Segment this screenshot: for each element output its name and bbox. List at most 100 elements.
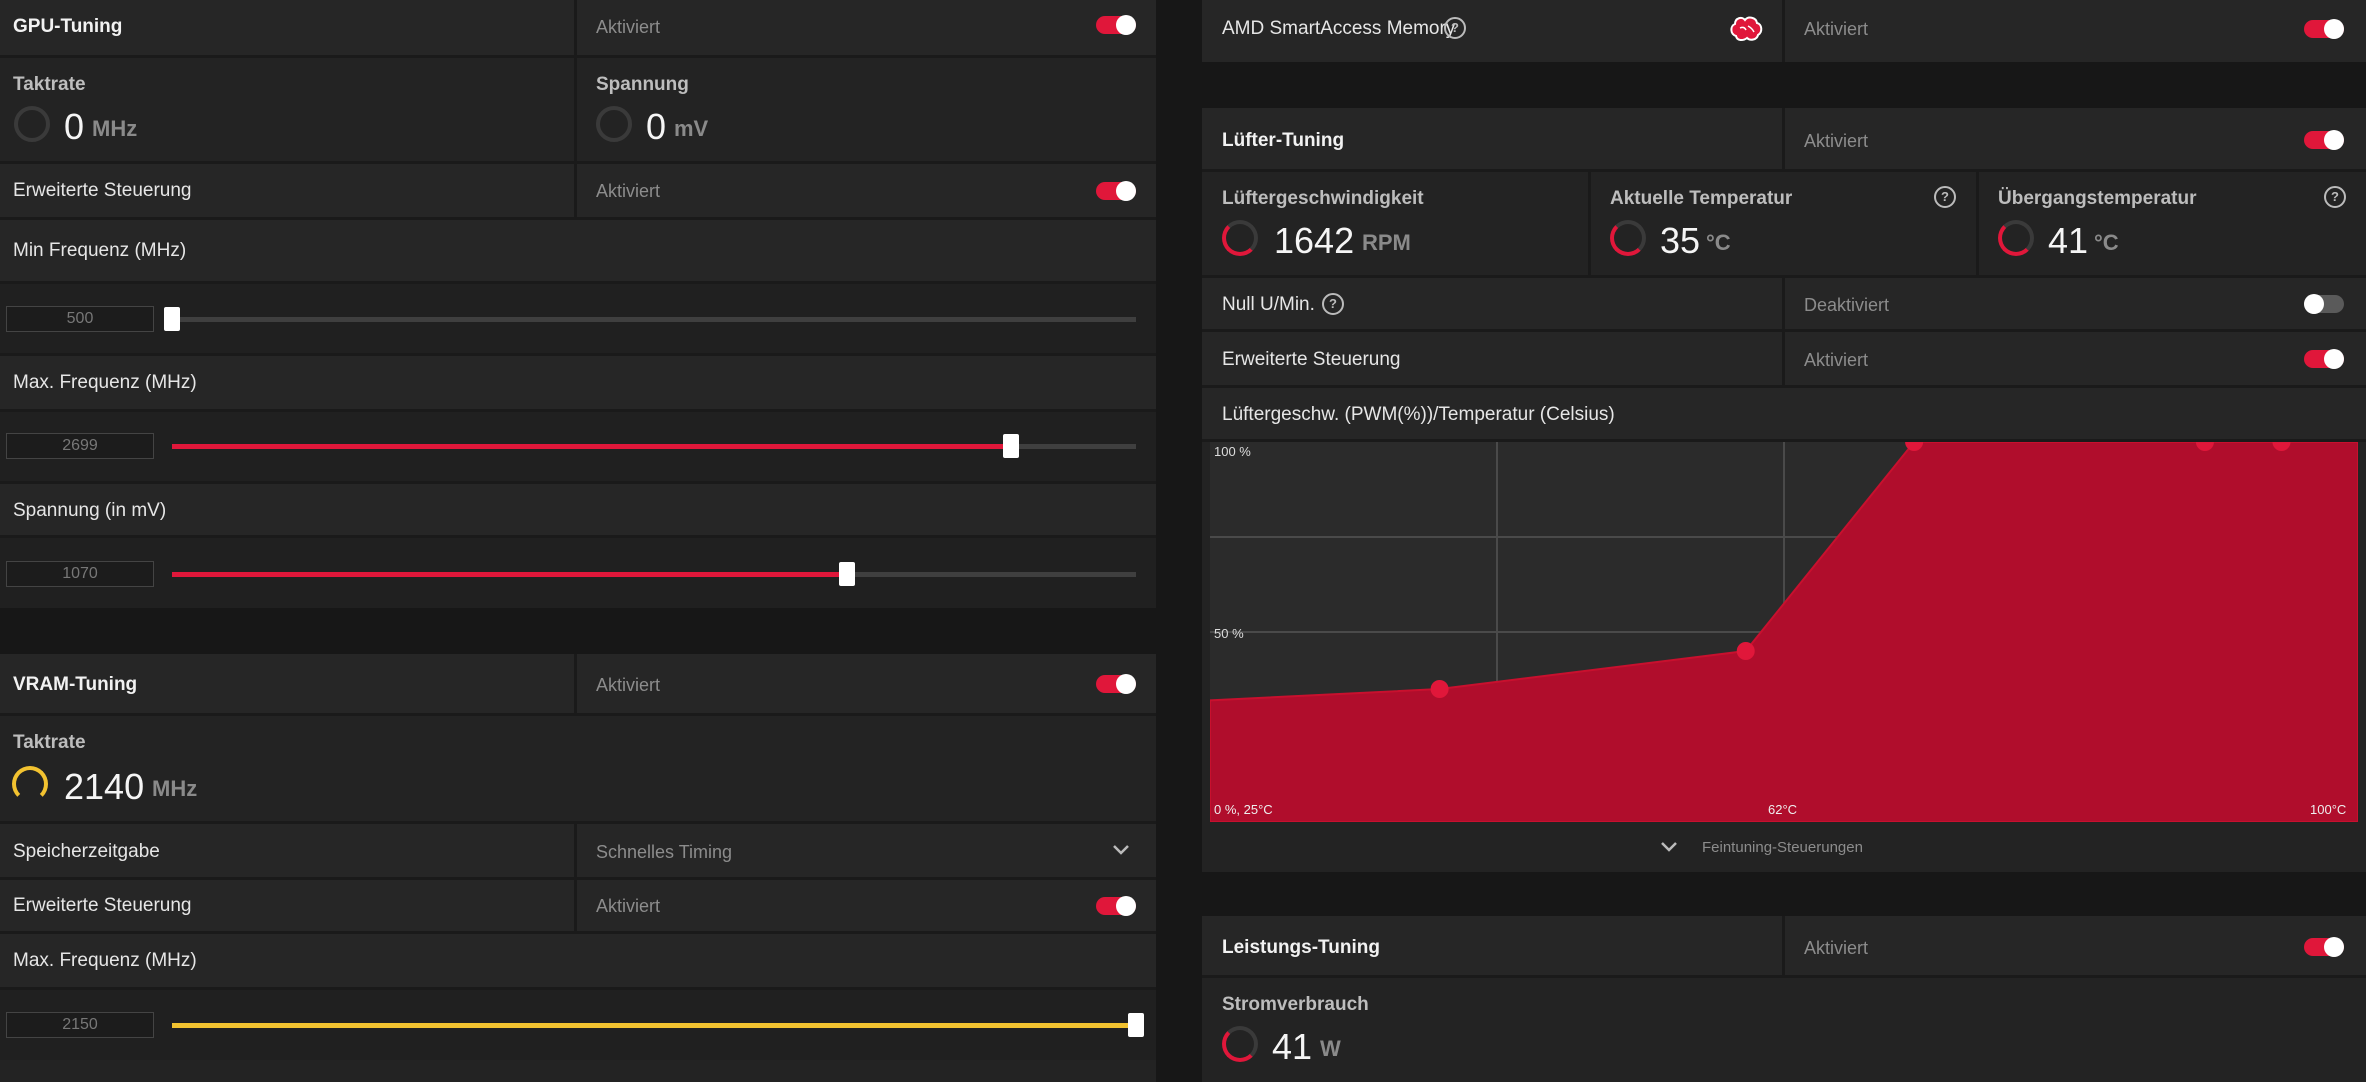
- divider: [1782, 108, 1785, 169]
- gpu-voltage-value: 0: [646, 106, 667, 147]
- gpu-voltage-gauge-icon: [596, 106, 632, 142]
- vram-timing-row[interactable]: Speicherzeitgabe Schnelles Timing: [0, 824, 1156, 880]
- y-tick-label-100: 100 %: [1214, 444, 1251, 459]
- divider: [574, 0, 577, 55]
- gpu-clock-gauge-icon: [14, 106, 50, 142]
- vram-tuning-panel: VRAM-Tuning Aktiviert Taktrate 2140 MHz …: [0, 654, 1156, 1082]
- power-tuning-header: Leistungs-Tuning Aktiviert: [1202, 916, 2366, 978]
- fan-curve-point[interactable]: [1905, 442, 1924, 451]
- sam-panel: AMD SmartAccess Memory ? Aktiviert: [1202, 0, 2366, 62]
- gpu-advanced-label: Erweiterte Steuerung: [13, 180, 192, 201]
- junction-temp-unit: °C: [2094, 230, 2119, 255]
- power-tuning-toggle[interactable]: [2304, 937, 2344, 957]
- vram-metrics-row: Taktrate 2140 MHz: [0, 716, 1156, 824]
- divider: [1782, 0, 1785, 62]
- help-icon[interactable]: ?: [1934, 186, 1956, 208]
- vram-tuning-toggle[interactable]: [1096, 674, 1136, 694]
- vram-tuning-title: VRAM-Tuning: [13, 674, 138, 695]
- zero-rpm-toggle[interactable]: [2304, 294, 2344, 314]
- fan-curve-point[interactable]: [1736, 642, 1755, 660]
- zero-rpm-status: Deaktiviert: [1804, 295, 1890, 315]
- fine-tuning-row[interactable]: Feintuning-Steuerungen: [1202, 822, 2366, 872]
- junction-temp-value: 41: [2048, 220, 2089, 261]
- divider: [574, 880, 577, 931]
- vram-max-freq-input[interactable]: 2150: [6, 1012, 154, 1038]
- gpu-tuning-header: GPU-Tuning Aktiviert: [0, 0, 1156, 58]
- vram-max-freq-label: Max. Frequenz (MHz): [13, 950, 197, 971]
- gpu-max-freq-label: Max. Frequenz (MHz): [13, 372, 197, 393]
- gpu-metrics-row: Taktrate 0 MHz Spannung 0 mV: [0, 58, 1156, 164]
- vram-advanced-toggle[interactable]: [1096, 896, 1136, 916]
- x-tick-label-start: 0 %, 25°C: [1214, 802, 1273, 817]
- current-temp-gauge-icon: [1610, 220, 1646, 256]
- chevron-down-icon[interactable]: [1660, 841, 1678, 853]
- gpu-voltage-slider-label-row: Spannung (in mV): [0, 484, 1156, 538]
- vram-timing-value[interactable]: Schnelles Timing: [596, 842, 733, 862]
- vram-clock-label: Taktrate: [13, 732, 86, 753]
- slider-fill: [172, 572, 847, 577]
- gpu-clock-unit: MHz: [92, 116, 138, 141]
- vram-advanced-label: Erweiterte Steuerung: [13, 895, 192, 916]
- current-temp-label: Aktuelle Temperatur: [1610, 188, 1793, 209]
- gpu-min-freq-slider[interactable]: [164, 307, 1136, 331]
- gpu-tuning-toggle[interactable]: [1096, 15, 1136, 35]
- zero-rpm-label: Null U/Min.: [1222, 294, 1315, 315]
- slider-thumb[interactable]: [1002, 434, 1019, 458]
- gpu-advanced-status: Aktiviert: [596, 181, 661, 201]
- gpu-advanced-toggle[interactable]: [1096, 181, 1136, 201]
- gpu-max-freq-slider[interactable]: [172, 434, 1136, 458]
- vram-max-freq-slider[interactable]: [172, 1013, 1144, 1037]
- fan-curve-label: Lüftergeschw. (PWM(%))/Temperatur (Celsi…: [1222, 404, 1615, 425]
- gpu-max-freq-input[interactable]: 2699: [6, 433, 154, 459]
- gpu-clock-value: 0: [64, 106, 85, 147]
- fan-metrics-row: Lüftergeschwindigkeit 1642 RPM Aktuelle …: [1202, 172, 2366, 278]
- slider-thumb[interactable]: [1128, 1013, 1144, 1037]
- vram-max-freq-row: Max. Frequenz (MHz): [0, 934, 1156, 990]
- power-tuning-title: Leistungs-Tuning: [1222, 937, 1380, 958]
- fan-tuning-toggle[interactable]: [2304, 130, 2344, 150]
- fan-advanced-status: Aktiviert: [1804, 350, 1869, 370]
- divider: [1976, 172, 1979, 275]
- power-consumption-label: Stromverbrauch: [1222, 994, 1369, 1015]
- sam-status: Aktiviert: [1804, 19, 1869, 39]
- fan-curve-point[interactable]: [1430, 680, 1449, 698]
- fine-tuning-label[interactable]: Feintuning-Steuerungen: [1702, 839, 1863, 856]
- junction-temp-gauge-icon: [1998, 220, 2034, 256]
- slider-thumb[interactable]: [838, 562, 855, 586]
- fan-advanced-toggle[interactable]: [2304, 349, 2344, 369]
- help-icon[interactable]: ?: [1322, 293, 1344, 315]
- fan-tuning-header: Lüfter-Tuning Aktiviert: [1202, 108, 2366, 172]
- gpu-tuning-panel: GPU-Tuning Aktiviert Taktrate 0 MHz Span…: [0, 0, 1156, 608]
- gpu-min-freq-label: Min Frequenz (MHz): [13, 240, 187, 261]
- gpu-voltage-input[interactable]: 1070: [6, 561, 154, 587]
- gpu-tuning-status: Aktiviert: [596, 17, 661, 37]
- power-consumption-unit: W: [1320, 1036, 1341, 1061]
- slider-thumb[interactable]: [164, 307, 180, 331]
- help-icon[interactable]: ?: [2324, 186, 2346, 208]
- gpu-voltage-slider-label: Spannung (in mV): [13, 500, 167, 521]
- gpu-tuning-title: GPU-Tuning: [13, 16, 123, 37]
- gpu-voltage-slider[interactable]: [172, 562, 1136, 586]
- fan-curve-point[interactable]: [2195, 442, 2214, 451]
- fan-advanced-label: Erweiterte Steuerung: [1222, 349, 1401, 370]
- vram-clock-unit: MHz: [152, 776, 198, 801]
- slider-fill: [172, 444, 1011, 449]
- fan-curve-label-row: Lüftergeschw. (PWM(%))/Temperatur (Celsi…: [1202, 388, 2366, 442]
- vram-clock-value: 2140: [64, 766, 145, 807]
- help-icon[interactable]: ?: [1444, 17, 1466, 39]
- power-tuning-status: Aktiviert: [1804, 938, 1869, 958]
- vram-max-freq-slider-row: 2150: [0, 990, 1156, 1060]
- divider: [574, 654, 577, 713]
- vram-advanced-status: Aktiviert: [596, 896, 661, 916]
- sam-toggle[interactable]: [2304, 19, 2344, 39]
- gpu-min-freq-input[interactable]: 500: [6, 306, 154, 332]
- gpu-max-freq-slider-row: 2699: [0, 412, 1156, 484]
- x-tick-label-end: 100°C: [2310, 802, 2346, 817]
- sam-row: AMD SmartAccess Memory ? Aktiviert: [1202, 0, 2366, 62]
- fan-curve-point[interactable]: [2272, 442, 2291, 451]
- fan-curve-chart[interactable]: 100 % 50 % 0 %, 25°C 62°C 100°C: [1210, 442, 2358, 822]
- slider-fill: [172, 1023, 1136, 1028]
- chevron-down-icon[interactable]: [1112, 844, 1130, 856]
- brain-icon: [1730, 16, 1763, 42]
- power-consumption-gauge-icon: [1222, 1026, 1258, 1062]
